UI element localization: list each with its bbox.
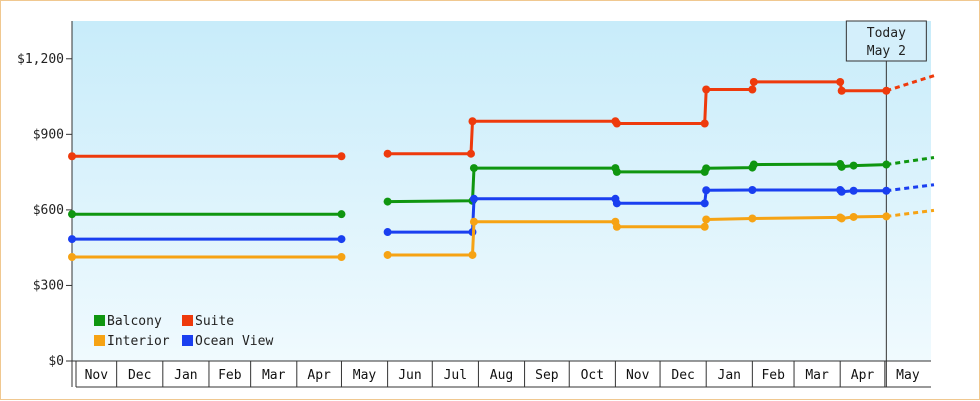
month-label: Sep [535,368,559,383]
series-layer [68,74,935,261]
data-point-ocean-view [700,199,709,208]
month-label: Nov [626,368,650,383]
legend: Balcony Suite Interior Ocean View [94,314,273,349]
data-point-ocean-view [68,235,76,244]
y-tick-label: $0 [48,354,64,369]
data-point-suite [748,85,757,94]
y-tick-label: $1,200 [17,52,64,67]
data-point-balcony [849,161,858,170]
legend-swatch-suite [182,315,193,326]
series-balcony [68,156,935,219]
data-point-balcony [702,164,711,173]
y-axis: $0 $300 $600 $900 $1,200 [17,21,73,387]
series-suite [68,74,935,161]
legend-label-balcony: Balcony [107,314,162,329]
data-point-interior [469,217,478,226]
data-point-interior [612,222,621,231]
month-label: Nov [85,368,109,383]
month-label: Jan [174,368,197,383]
legend-label-ocean-view: Ocean View [195,334,273,349]
month-label: Mar [262,368,286,383]
today-date: May 2 [867,44,906,59]
month-label: Feb [218,368,242,383]
data-point-interior [68,252,76,261]
data-point-ocean-view [612,199,621,208]
month-label: Mar [805,368,829,383]
month-label: Jan [718,368,741,383]
data-point-suite [837,86,846,95]
month-axis: Nov Dec Jan Feb Mar Apr May Jun Jul Aug Sep Oct Nov D… [72,360,931,388]
today-marker: Today May 2 [845,20,927,387]
month-label: Apr [307,368,331,383]
data-point-suite [836,77,845,86]
data-point-suite [749,77,758,86]
legend-label-suite: Suite [195,314,234,329]
data-point-ocean-view [837,187,846,196]
month-label: Aug [490,368,513,383]
month-label: May [353,368,377,383]
projection-line-balcony [886,156,935,167]
data-point-balcony [383,197,392,206]
data-point-interior [849,212,858,221]
y-tick-label: $900 [33,127,64,142]
series-ocean-view [68,183,935,244]
projection-line-ocean-view [886,183,935,193]
month-label: Apr [851,368,875,383]
data-point-interior [748,214,757,223]
data-point-interior [837,214,846,223]
data-point-interior [337,252,346,261]
month-label: Oct [581,368,604,383]
data-point-balcony [749,160,758,169]
data-point-suite [700,119,709,128]
data-point-suite [383,149,392,158]
month-label: Dec [671,368,694,383]
data-point-suite [468,117,477,126]
today-box [845,20,927,62]
data-point-balcony [837,162,846,171]
today-label: Today [867,26,906,41]
legend-swatch-balcony [94,315,105,326]
data-point-ocean-view [469,194,478,203]
data-point-suite [612,119,621,128]
month-label: May [896,368,920,383]
legend-swatch-ocean-view [182,335,193,346]
data-point-balcony [68,210,76,219]
data-point-suite [337,152,346,161]
data-point-interior [702,215,711,224]
legend-label-interior: Interior [107,334,170,349]
y-tick-label: $300 [33,278,64,293]
data-point-ocean-view [849,186,858,195]
data-point-suite [702,85,711,94]
data-point-suite [466,149,475,158]
data-point-balcony [469,164,478,173]
projection-line-interior [886,208,935,218]
data-point-balcony [337,210,346,219]
data-point-ocean-view [702,186,711,195]
data-point-ocean-view [383,228,392,237]
month-label: Jul [444,368,467,383]
series-interior [68,208,935,261]
data-point-suite [68,152,76,161]
data-point-balcony [612,167,621,176]
month-label: Dec [128,368,151,383]
y-tick-label: $600 [33,203,64,218]
legend-swatch-interior [94,335,105,346]
data-point-ocean-view [748,185,757,194]
data-point-interior [383,250,392,259]
data-point-ocean-view [337,235,346,244]
data-point-interior [468,250,477,259]
month-label: Jun [398,368,421,383]
data-point-interior [700,222,709,231]
month-label: Feb [761,368,785,383]
